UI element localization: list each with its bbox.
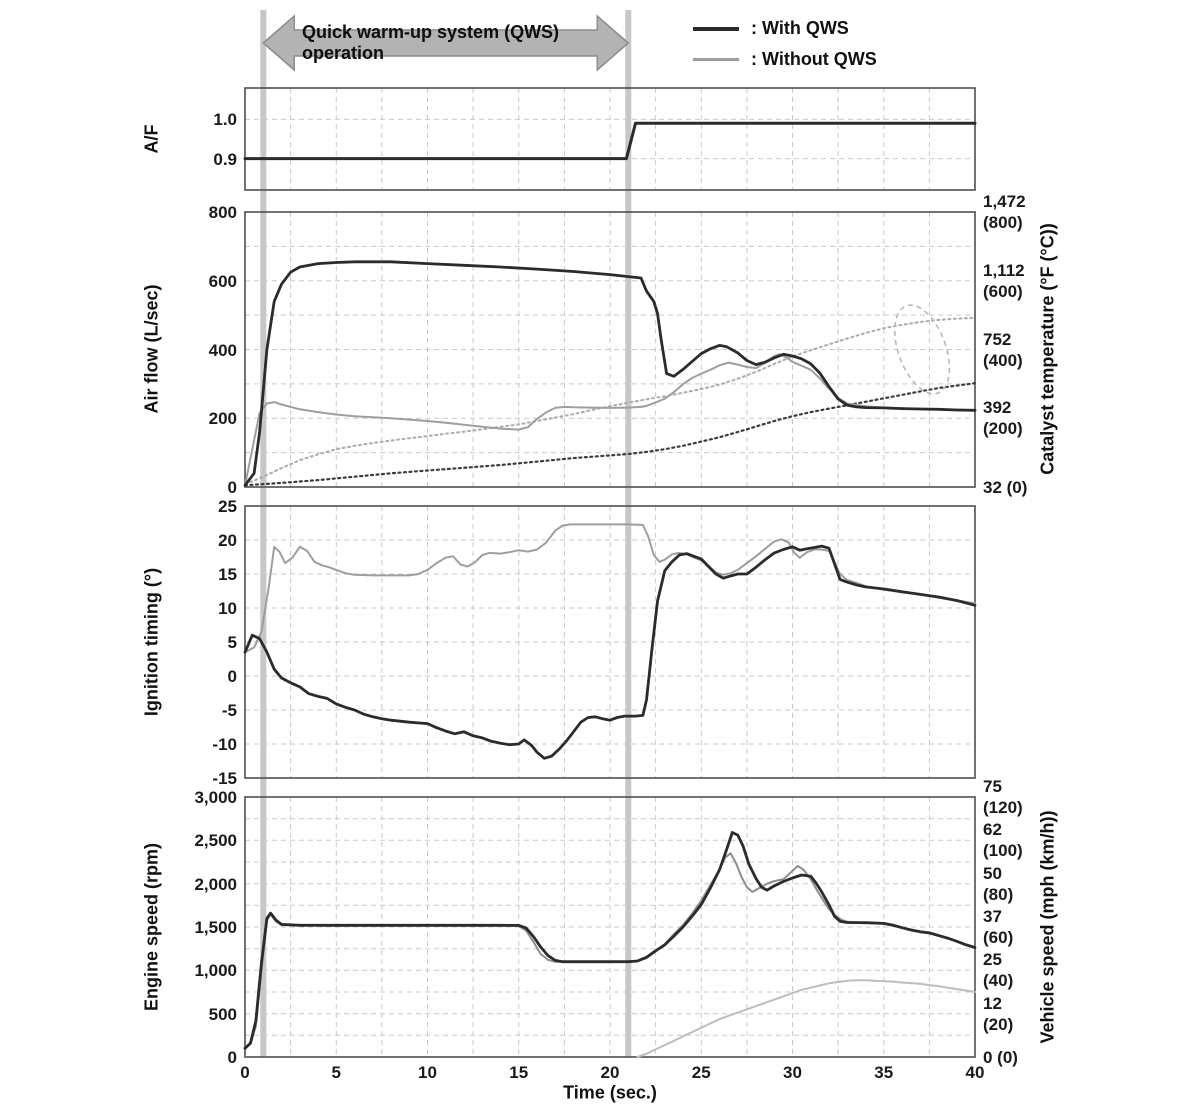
legend-line-with-qws xyxy=(693,26,739,31)
series-ignition-timing-with-qws xyxy=(243,544,977,760)
panel-border-ign xyxy=(244,505,976,779)
qws-band-line xyxy=(260,10,267,1057)
panel-border-air xyxy=(244,211,976,488)
y-axis-title-ignition-timing: Ignition timing (°) xyxy=(141,567,162,717)
series-air-flow-without-qws xyxy=(244,353,976,487)
y-axis-title-engine-speed: Engine speed (rpm) xyxy=(141,842,162,1012)
legend-line-without-qws xyxy=(693,58,739,61)
legend-item-with-qws: : With QWS xyxy=(693,18,877,39)
qws-arrow xyxy=(262,14,630,72)
qws-band-line xyxy=(625,10,632,1057)
annotation-ellipse xyxy=(894,304,951,395)
series-vehicle-speed-km-h- xyxy=(636,979,976,1058)
legend-label-without-qws: : Without QWS xyxy=(751,49,877,69)
series-ignition-timing-without-qws xyxy=(244,523,976,654)
y-axis-title-af: A/F xyxy=(141,124,162,154)
y-axis-title-vehicle-speed: Vehicle speed (mph (km/h)) xyxy=(1037,810,1058,1044)
x-axis-title: Time (sec.) xyxy=(563,1082,657,1103)
legend: : With QWS : Without QWS xyxy=(693,18,877,70)
series-a-f-with-qws xyxy=(243,121,977,161)
series-catalyst-temperature-without-qws-c- xyxy=(244,316,976,486)
panel-border-af xyxy=(244,87,976,191)
legend-label-with-qws: : With QWS xyxy=(751,18,849,38)
series-air-flow-with-qws xyxy=(243,260,977,487)
legend-item-without-qws: : Without QWS xyxy=(693,49,877,70)
y-axis-title-airflow: Air flow (L/sec) xyxy=(141,284,162,414)
y-axis-title-catalyst-temperature: Catalyst temperature (°F (°C)) xyxy=(1037,223,1058,475)
series-catalyst-temperature-with-qws-c- xyxy=(243,382,977,487)
qws-arrow-label: Quick warm-up system (QWS) operation xyxy=(302,22,560,63)
series-engine-speed-with-qws xyxy=(243,831,977,1050)
panel-border-eng xyxy=(244,796,976,1058)
